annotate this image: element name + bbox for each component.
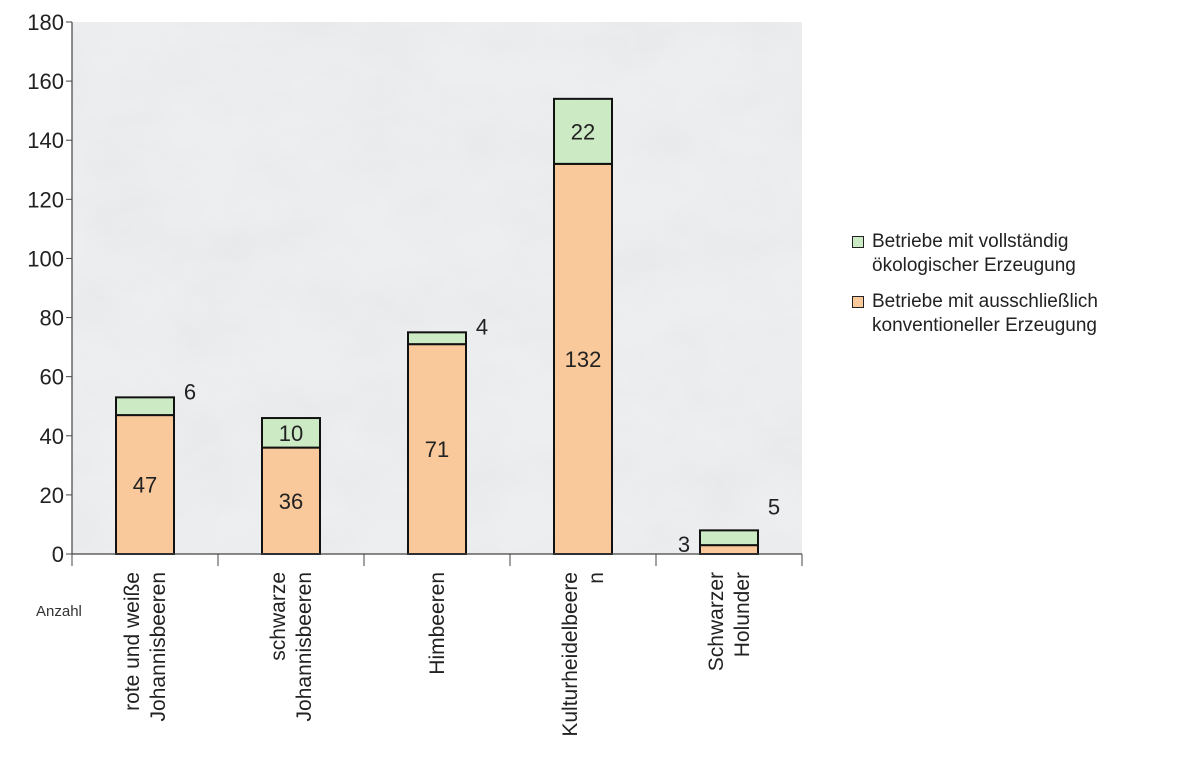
- bar-organic-4: [699, 529, 759, 547]
- bar-conventional-4: [699, 544, 759, 556]
- data-label-conventional-4: 3: [678, 532, 690, 557]
- data-label-organic-0: 6: [184, 379, 196, 404]
- category-label-4: Schwarzer Holunder: [705, 572, 754, 671]
- data-label-organic-1: 10: [279, 421, 303, 446]
- category-label-2: Himbeeren: [426, 572, 449, 675]
- y-axis-label: Anzahl: [36, 603, 82, 620]
- data-label-organic-2: 4: [476, 314, 488, 339]
- data-label-conventional-0: 47: [133, 473, 157, 498]
- y-tick-label-80: 80: [40, 306, 64, 331]
- category-label-3: Kulturheidelbeere n: [559, 572, 608, 737]
- y-tick-label-140: 140: [27, 128, 64, 153]
- bar-organic-0: [115, 396, 175, 417]
- bar-organic-2: [407, 331, 467, 346]
- y-tick-label-160: 160: [27, 69, 64, 94]
- data-label-conventional-2: 71: [425, 437, 449, 462]
- data-label-organic-3: 22: [571, 119, 595, 144]
- y-tick-label-60: 60: [40, 365, 64, 390]
- data-label-organic-4: 5: [768, 494, 780, 519]
- y-tick-label-20: 20: [40, 483, 64, 508]
- category-label-0: rote und weiße Johannisbeeren: [121, 572, 170, 721]
- bars-layer: [115, 97, 759, 556]
- y-tick-label-180: 180: [27, 10, 64, 35]
- y-tick-label-0: 0: [52, 542, 64, 567]
- y-tick-label-120: 120: [27, 187, 64, 212]
- data-label-conventional-3: 132: [565, 347, 602, 372]
- data-labels-layer: 47 6 36 10 71 4 132 22 3 5: [133, 119, 780, 557]
- legend-item-conventional: Betriebe mit ausschließlich konventionel…: [852, 290, 1178, 338]
- data-label-conventional-1: 36: [279, 489, 303, 514]
- plot-background: [72, 22, 802, 554]
- category-label-1: schwarze Johannisbeeren: [267, 572, 316, 721]
- y-tick-label-100: 100: [27, 246, 64, 271]
- bar-organic-1: [261, 417, 321, 449]
- y-tick-label-40: 40: [40, 424, 64, 449]
- bar-conventional-3: [553, 162, 613, 555]
- legend-swatch-organic: [852, 236, 864, 248]
- legend-swatch-conventional: [852, 296, 864, 308]
- legend-item-organic: Betriebe mit vollständig ökologischer Er…: [852, 230, 1178, 278]
- axes-layer: rote und weiße Johannisbeeren schwarze Joha…: [27, 10, 803, 737]
- legend-label-organic: Betriebe mit vollständig ökologischer Er…: [872, 231, 1076, 276]
- legend-label-conventional: Betriebe mit ausschließlich konventionel…: [872, 291, 1098, 336]
- chart-legend: Betriebe mit vollständig ökologischer Er…: [852, 230, 1178, 350]
- bar-organic-3: [553, 97, 613, 165]
